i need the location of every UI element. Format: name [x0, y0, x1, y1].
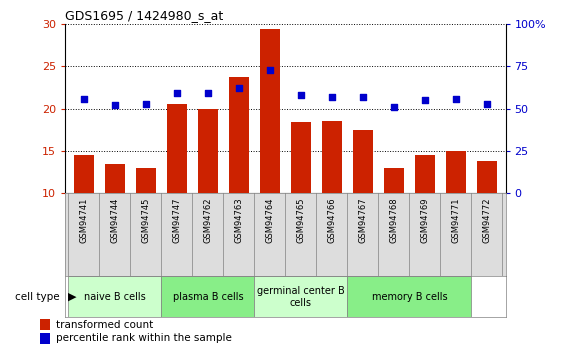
Bar	[415, 155, 435, 193]
Bar	[384, 168, 404, 193]
Point	[265, 67, 274, 72]
Text: naive B cells: naive B cells	[84, 292, 146, 302]
Point	[203, 91, 212, 96]
Bar	[136, 168, 156, 193]
Text: GSM94741: GSM94741	[80, 197, 89, 243]
Bar	[229, 77, 249, 193]
Bar	[40, 333, 49, 344]
Bar	[322, 120, 342, 193]
Text: GSM94763: GSM94763	[235, 197, 244, 243]
Text: GSM94766: GSM94766	[327, 197, 336, 243]
Text: GSM94765: GSM94765	[296, 197, 306, 243]
Text: GSM94767: GSM94767	[358, 197, 367, 243]
Text: germinal center B
cells: germinal center B cells	[257, 286, 345, 307]
Text: GSM94745: GSM94745	[141, 197, 151, 243]
Text: transformed count: transformed count	[56, 319, 153, 329]
Bar	[254, 276, 348, 317]
Text: percentile rank within the sample: percentile rank within the sample	[56, 333, 232, 343]
Point	[327, 94, 336, 100]
Point	[172, 91, 181, 96]
Bar	[353, 130, 373, 193]
Text: plasma B cells: plasma B cells	[173, 292, 243, 302]
Bar	[167, 105, 187, 193]
Text: ▶: ▶	[68, 292, 77, 302]
Point	[420, 98, 429, 103]
Text: GDS1695 / 1424980_s_at: GDS1695 / 1424980_s_at	[65, 9, 224, 22]
Point	[390, 104, 399, 110]
Point	[80, 96, 89, 101]
Bar	[68, 276, 161, 317]
Bar	[198, 109, 218, 193]
Bar	[161, 276, 254, 317]
Text: GSM94747: GSM94747	[173, 197, 181, 243]
Point	[141, 101, 151, 106]
Text: GSM94744: GSM94744	[110, 197, 119, 243]
Point	[452, 96, 461, 101]
Point	[482, 101, 491, 106]
Text: GSM94762: GSM94762	[203, 197, 212, 243]
Bar	[291, 122, 311, 193]
Text: GSM94769: GSM94769	[420, 197, 429, 243]
Bar	[477, 161, 497, 193]
Text: GSM94772: GSM94772	[482, 197, 491, 243]
Bar	[40, 319, 49, 330]
Bar	[105, 164, 125, 193]
Text: memory B cells: memory B cells	[371, 292, 447, 302]
Bar	[446, 151, 466, 193]
Bar	[74, 155, 94, 193]
Text: cell type: cell type	[15, 292, 60, 302]
Text: GSM94771: GSM94771	[452, 197, 461, 243]
Point	[296, 92, 306, 98]
Text: GSM94768: GSM94768	[390, 197, 398, 243]
Text: GSM94764: GSM94764	[265, 197, 274, 243]
Point	[110, 102, 119, 108]
Bar	[260, 29, 280, 193]
Bar	[348, 276, 471, 317]
Point	[235, 86, 244, 91]
Point	[358, 94, 367, 100]
